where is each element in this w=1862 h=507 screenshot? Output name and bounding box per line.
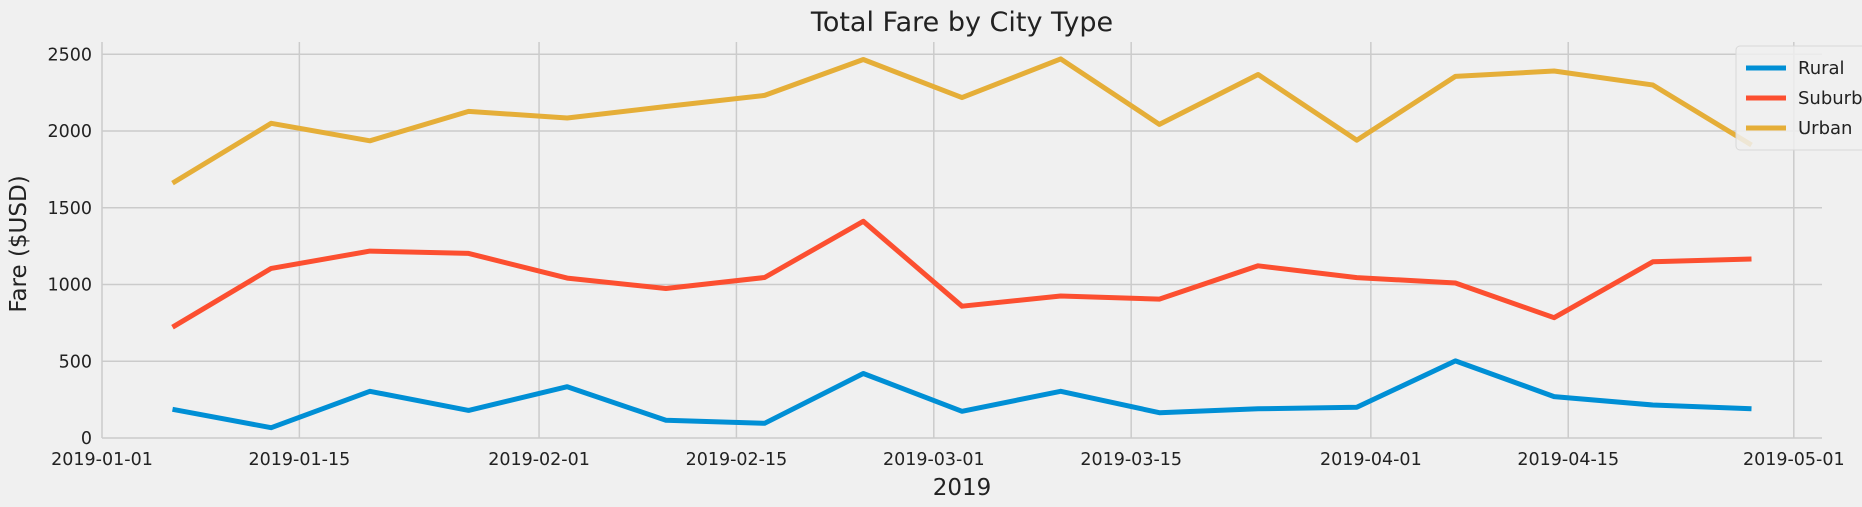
series-line-urban: [171, 56, 1753, 186]
x-tick-label: 2019-01-15: [249, 450, 351, 470]
legend-label-suburban: Suburban: [1798, 88, 1862, 109]
series-line-rural: [172, 358, 1752, 431]
x-tick-label: 2019-02-01: [488, 450, 590, 470]
y-axis-ticks: 0 500 1000 1500 2000 2500: [47, 45, 92, 449]
x-tick-label: 2019-02-15: [686, 450, 788, 470]
x-tick-label: 2019-04-01: [1320, 450, 1422, 470]
x-tick-label: 2019-03-15: [1080, 450, 1182, 470]
y-tick-label: 2500: [47, 45, 92, 65]
series-line-suburban: [171, 218, 1752, 330]
series-lines: [171, 56, 1753, 431]
y-axis-label: Fare ($USD): [6, 175, 32, 312]
legend: Rural Suburban Urban: [1735, 45, 1862, 151]
x-axis-label: 2019: [933, 475, 992, 501]
y-tick-label: 0: [81, 429, 92, 449]
y-tick-label: 500: [59, 352, 92, 372]
y-tick-label: 1500: [47, 199, 92, 219]
x-tick-label: 2019-04-15: [1517, 450, 1619, 470]
legend-label-rural: Rural: [1798, 58, 1845, 79]
x-tick-label: 2019-05-01: [1743, 450, 1845, 470]
x-tick-label: 2019-03-01: [883, 450, 985, 470]
y-tick-label: 2000: [47, 122, 92, 142]
chart-title: Total Fare by City Type: [810, 7, 1113, 38]
y-tick-label: 1000: [47, 276, 92, 296]
x-axis-ticks: 2019-01-01 2019-01-15 2019-02-01 2019-02-15…: [51, 450, 1845, 470]
x-tick-label: 2019-01-01: [51, 450, 153, 470]
legend-label-urban: Urban: [1798, 118, 1852, 139]
legend-box: [1735, 45, 1862, 151]
